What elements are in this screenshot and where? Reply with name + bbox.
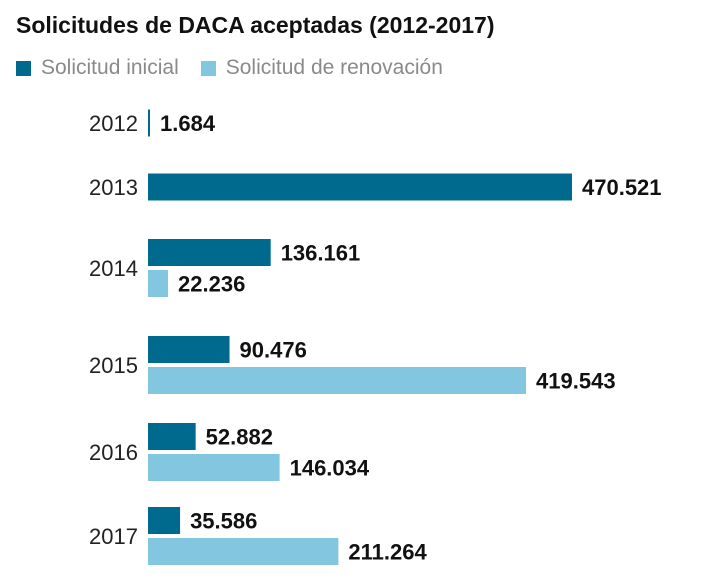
value-label-renewal-2014: 22.236 <box>178 272 245 297</box>
year-label-2012: 2012 <box>89 111 138 136</box>
value-label-initial-2013: 470.521 <box>582 175 662 200</box>
bar-renewal-2016 <box>148 454 280 481</box>
bar-renewal-2014 <box>148 270 169 297</box>
year-label-2014: 2014 <box>89 256 138 281</box>
bar-initial-2013 <box>148 173 572 201</box>
legend-swatch-renewal <box>200 60 216 76</box>
legend-swatch-initial <box>16 60 31 76</box>
bar-initial-2015 <box>148 336 230 363</box>
value-label-renewal-2017: 211.264 <box>348 540 427 565</box>
value-label-initial-2016: 52.882 <box>206 425 273 450</box>
legend-item-renewal: Solicitud de renovación <box>200 56 443 80</box>
legend-label-renewal: Solicitud de renovación <box>225 56 443 79</box>
value-label-initial-2017: 35.586 <box>190 509 257 534</box>
bar-renewal-2015 <box>148 367 527 394</box>
bar-initial-2016 <box>148 423 196 450</box>
legend-label-initial: Solicitud inicial <box>41 56 179 79</box>
value-label-initial-2015: 90.476 <box>240 338 307 363</box>
bar-initial-2012 <box>148 109 150 137</box>
bar-initial-2014 <box>148 239 271 266</box>
value-label-renewal-2015: 419.543 <box>536 369 616 394</box>
chart-legend: Solicitud inicial Solicitud de renovació… <box>16 56 465 80</box>
year-label-2017: 2017 <box>89 524 138 549</box>
legend-item-initial: Solicitud inicial <box>16 56 179 80</box>
bar-renewal-2017 <box>148 538 339 565</box>
year-label-2015: 2015 <box>89 353 138 378</box>
value-label-initial-2014: 136.161 <box>281 241 361 266</box>
value-label-renewal-2016: 146.034 <box>290 456 370 481</box>
value-label-initial-2012: 1.684 <box>160 111 216 136</box>
year-label-2016: 2016 <box>89 440 138 465</box>
year-label-2013: 2013 <box>89 175 138 200</box>
bar-initial-2017 <box>148 507 181 534</box>
chart-title: Solicitudes de DACA aceptadas (2012-2017… <box>16 12 495 38</box>
